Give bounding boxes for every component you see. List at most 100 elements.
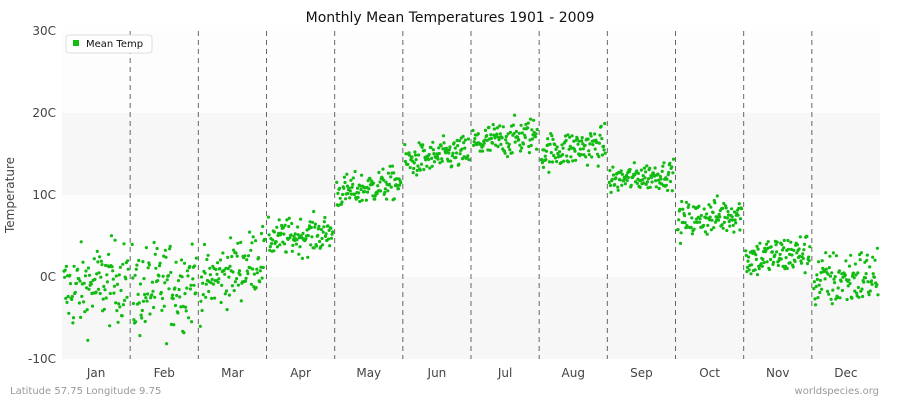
- data-point: [488, 148, 492, 152]
- data-point: [690, 232, 695, 236]
- data-point: [526, 126, 530, 130]
- data-point: [633, 173, 637, 177]
- data-point: [548, 142, 552, 146]
- data-point: [238, 273, 242, 277]
- data-point: [179, 258, 184, 262]
- data-point: [187, 316, 191, 320]
- data-point: [668, 161, 672, 165]
- data-point: [721, 226, 725, 230]
- data-point: [371, 181, 376, 185]
- data-point: [676, 228, 680, 232]
- data-point: [784, 256, 788, 260]
- data-point: [396, 187, 401, 191]
- data-point: [376, 184, 380, 188]
- data-point: [447, 148, 451, 152]
- data-point: [117, 273, 121, 277]
- data-point: [814, 284, 818, 289]
- data-point: [80, 294, 84, 298]
- data-point: [216, 261, 220, 265]
- data-point: [79, 240, 83, 244]
- data-point: [367, 187, 371, 191]
- data-point: [133, 273, 137, 277]
- data-point: [778, 252, 782, 256]
- data-point: [140, 316, 144, 320]
- data-point: [408, 166, 412, 170]
- data-point: [436, 157, 440, 161]
- data-point: [134, 267, 138, 271]
- data-point: [231, 270, 235, 274]
- data-point: [788, 261, 792, 265]
- data-point: [121, 262, 125, 266]
- data-point: [847, 264, 852, 268]
- data-point: [789, 240, 793, 244]
- data-point: [261, 224, 265, 229]
- legend-box: [65, 34, 153, 54]
- data-point: [770, 250, 775, 254]
- data-point: [316, 227, 320, 231]
- data-point: [529, 143, 533, 148]
- data-point: [201, 293, 205, 297]
- data-point: [731, 223, 735, 227]
- data-point: [582, 153, 586, 157]
- data-point: [643, 176, 647, 180]
- data-point: [780, 242, 784, 247]
- data-point: [322, 225, 326, 229]
- data-point: [471, 128, 475, 133]
- data-point: [153, 252, 157, 256]
- data-point: [602, 148, 606, 152]
- data-point: [274, 240, 278, 244]
- data-point: [540, 161, 545, 165]
- data-point: [550, 160, 555, 164]
- data-point: [747, 268, 751, 272]
- data-point: [856, 271, 860, 275]
- data-point: [154, 266, 158, 270]
- data-point: [204, 295, 208, 299]
- data-point: [277, 218, 281, 222]
- data-point: [865, 258, 869, 262]
- data-point: [382, 178, 386, 182]
- data-point: [157, 274, 161, 278]
- data-point: [847, 278, 851, 282]
- data-point: [707, 203, 711, 207]
- data-point: [767, 267, 772, 272]
- data-point: [118, 265, 122, 269]
- data-point: [833, 275, 837, 279]
- data-point: [440, 159, 444, 163]
- data-point: [431, 148, 435, 152]
- y-tick-label: 0C: [40, 270, 56, 284]
- y-tick-label: 20C: [32, 106, 56, 120]
- data-point: [523, 135, 527, 140]
- data-point: [483, 128, 488, 132]
- data-point: [317, 224, 321, 228]
- data-point: [829, 297, 833, 301]
- data-point: [766, 240, 770, 244]
- data-point: [381, 167, 385, 171]
- data-point: [489, 133, 493, 137]
- data-point: [587, 149, 591, 153]
- data-point: [348, 189, 352, 193]
- data-point: [198, 324, 202, 328]
- data-point: [762, 261, 766, 265]
- data-point: [791, 265, 795, 269]
- data-point: [527, 144, 531, 149]
- data-point: [457, 162, 461, 166]
- data-point: [717, 212, 721, 216]
- data-point: [517, 131, 521, 135]
- data-point: [378, 180, 382, 184]
- data-point: [665, 177, 669, 181]
- data-point: [167, 287, 171, 291]
- data-point: [284, 250, 288, 254]
- data-point: [189, 283, 193, 287]
- data-point: [532, 118, 536, 122]
- data-point: [516, 135, 520, 139]
- data-point: [99, 259, 103, 263]
- data-point: [351, 176, 355, 180]
- data-point: [163, 248, 167, 252]
- data-point: [593, 147, 597, 151]
- data-point: [246, 272, 250, 276]
- data-point: [552, 153, 556, 158]
- data-point: [249, 248, 253, 252]
- data-point: [289, 233, 293, 237]
- data-point: [141, 260, 145, 264]
- data-point: [201, 281, 205, 285]
